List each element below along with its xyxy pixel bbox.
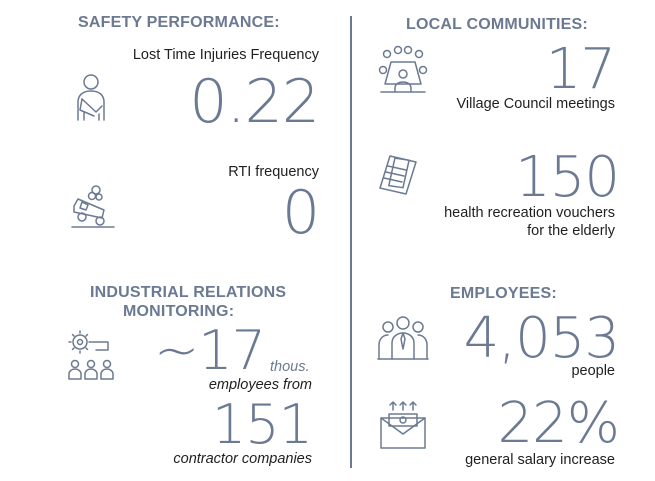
vouchers-icon — [379, 155, 417, 195]
employees-label: employees from — [208, 377, 312, 393]
rti-label: RTI frequency — [228, 164, 319, 180]
contractors-value: 151 — [211, 393, 313, 456]
industrial-heading-line2: MONITORING: — [123, 303, 235, 320]
employees-unit: thous. — [270, 359, 310, 375]
employee-count-value: 4,053 — [463, 306, 620, 371]
industrial-heading-line1: INDUSTRIAL RELATIONS — [90, 284, 287, 301]
contractors-label: contractor companies — [173, 451, 312, 467]
overturned-car-icon — [71, 185, 115, 228]
vouchers-label-line2: for the elderly — [527, 223, 615, 239]
ltif-label: Lost Time Injuries Frequency — [132, 47, 319, 63]
employee-count-label: people — [571, 363, 615, 379]
salary-value: 22% — [497, 391, 620, 456]
meetings-value: 17 — [545, 37, 616, 102]
injured-worker-icon — [77, 74, 105, 121]
vouchers-label-line1: health recreation vouchers — [444, 205, 615, 221]
employees-approx-value: ~17 — [154, 319, 266, 382]
column-divider — [350, 16, 352, 468]
employees-group-icon — [377, 316, 429, 360]
vouchers-value: 150 — [515, 145, 620, 210]
meeting-table-icon — [378, 45, 428, 93]
communities-heading: LOCAL COMMUNITIES: — [406, 16, 588, 33]
meetings-label: Village Council meetings — [456, 96, 615, 112]
rti-value: 0 — [281, 178, 320, 248]
industrial-relations-icon — [68, 330, 114, 380]
salary-label: general salary increase — [465, 452, 615, 468]
salary-envelope-icon — [380, 401, 426, 449]
ltif-value: 0.22 — [189, 67, 320, 137]
employees-heading: EMPLOYEES: — [450, 285, 557, 302]
safety-heading: SAFETY PERFORMANCE: — [78, 14, 280, 31]
